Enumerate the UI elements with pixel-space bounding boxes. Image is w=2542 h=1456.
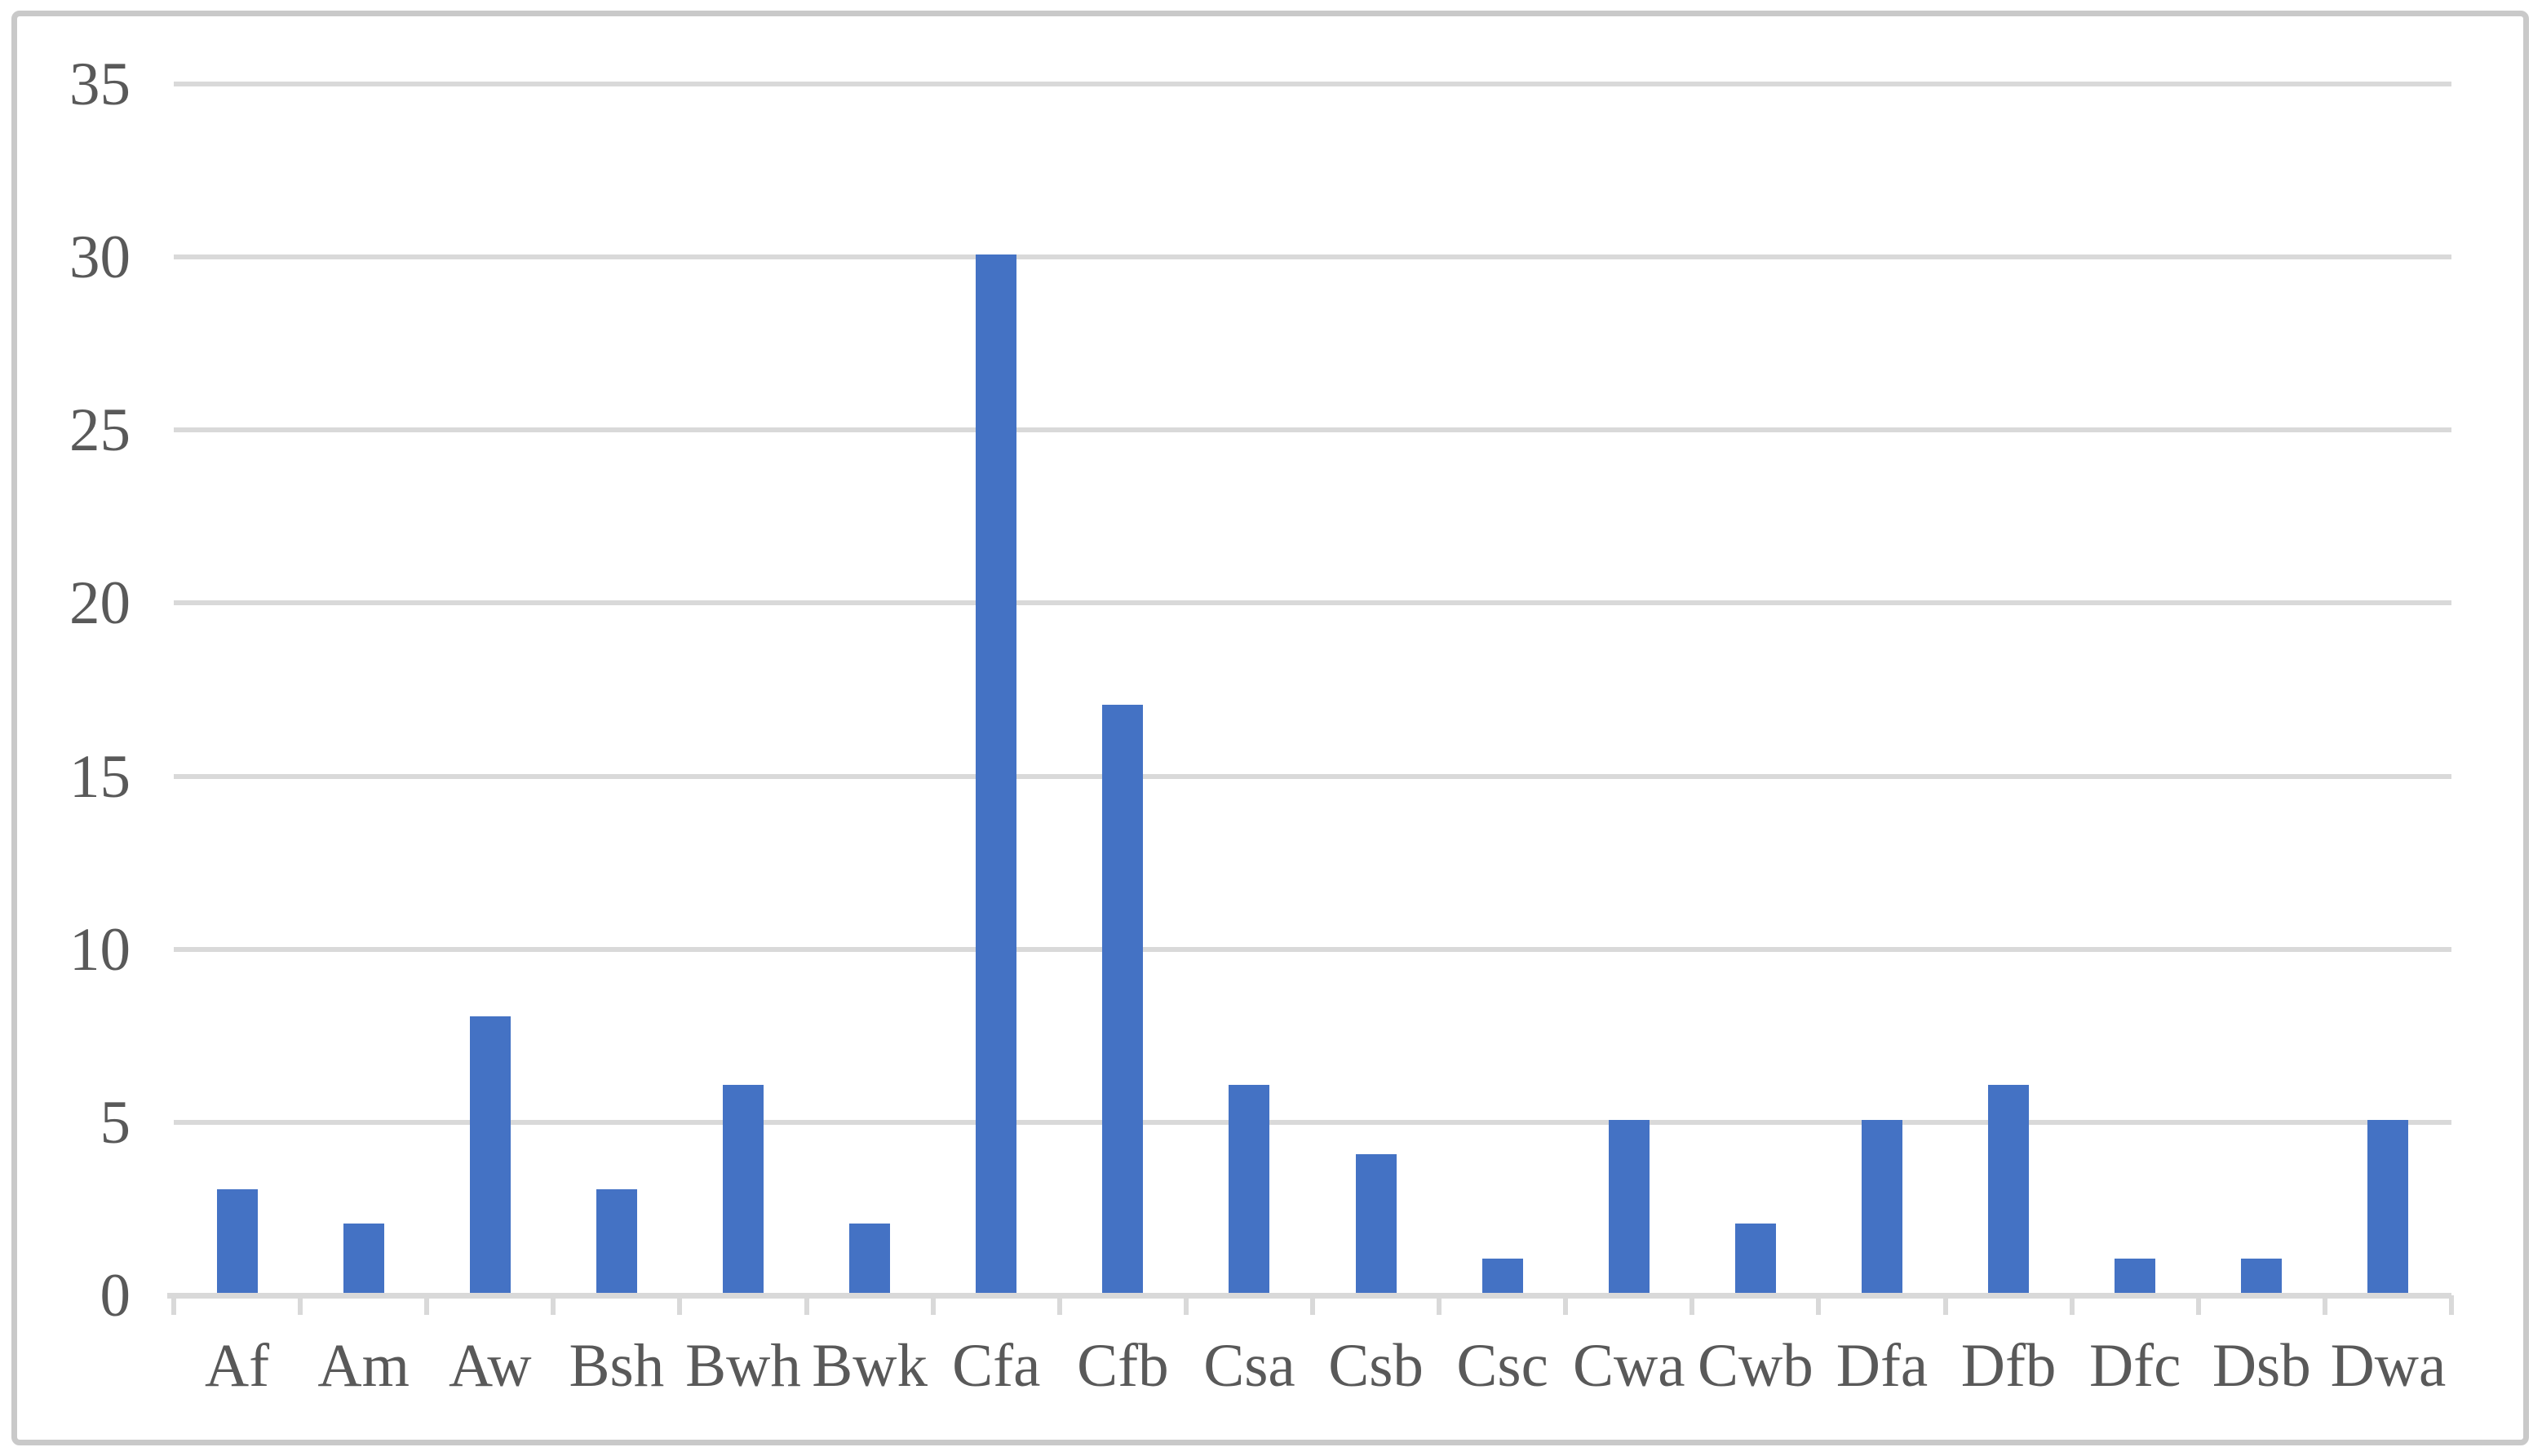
bar-Bwk [849, 1224, 891, 1293]
x-axis-category-label: Dfa [1836, 1332, 1929, 1400]
gridline [174, 81, 2451, 86]
bar-Cwa [1608, 1119, 1650, 1293]
bar-Csc [1481, 1258, 1523, 1293]
bar-Cfa [976, 254, 1017, 1293]
x-axis-category-label: Aw [449, 1332, 532, 1400]
bar-Aw [469, 1016, 511, 1293]
y-axis-tick-label: 5 [100, 1088, 131, 1157]
x-axis-tick [2322, 1295, 2327, 1315]
x-axis-tick [804, 1295, 809, 1315]
x-axis-tick [1942, 1295, 1948, 1315]
x-axis-tick [551, 1295, 556, 1315]
x-axis-tick [424, 1295, 430, 1315]
x-axis-category-label: Cfa [952, 1332, 1041, 1400]
x-axis-category-label: Dfb [1960, 1332, 2057, 1400]
bar-Dwa [2367, 1119, 2409, 1293]
x-axis-tick [930, 1295, 936, 1315]
x-axis-tick [171, 1295, 176, 1315]
x-axis-category-label: Af [204, 1332, 270, 1400]
x-axis-tick [1183, 1295, 1189, 1315]
bar-Dfa [1862, 1119, 1902, 1293]
x-axis-tick [2069, 1295, 2075, 1315]
x-axis-tick [1437, 1295, 1442, 1315]
bar-Csa [1229, 1085, 1270, 1293]
x-axis-tick [677, 1295, 683, 1315]
x-axis-category-label: Cfb [1077, 1332, 1169, 1400]
x-axis-category-label: Am [317, 1332, 410, 1400]
bar-Af [216, 1188, 258, 1293]
x-axis-category-label: Dfc [2089, 1332, 2181, 1400]
gridline [174, 946, 2451, 952]
y-axis-tick-label: 10 [69, 915, 131, 984]
y-axis-tick-label: 25 [69, 396, 131, 465]
gridline [174, 600, 2451, 606]
x-axis-tick [1816, 1295, 1822, 1315]
bar-Bwh [723, 1085, 764, 1293]
x-axis-category-label: Bsh [569, 1332, 665, 1400]
x-axis-tick [1310, 1295, 1315, 1315]
y-axis-tick-label: 0 [100, 1262, 131, 1330]
x-axis-category-label: Dsb [2212, 1332, 2311, 1400]
bar-Bsh [596, 1188, 637, 1293]
gridline [174, 773, 2451, 779]
x-axis-tick [1056, 1295, 1062, 1315]
gridline [174, 1119, 2451, 1125]
chart-frame-border [11, 11, 2529, 1445]
gridline [174, 254, 2451, 260]
x-axis-category-label: Cwa [1573, 1332, 1685, 1400]
x-axis-category-label: Csa [1203, 1332, 1295, 1400]
x-axis-category-label: Csc [1456, 1332, 1548, 1400]
y-axis-tick-label: 20 [69, 569, 131, 638]
bar-Cfb [1102, 704, 1144, 1293]
bar-Csb [1355, 1154, 1397, 1293]
y-axis-tick-label: 15 [69, 742, 131, 811]
x-axis-category-label: Dwa [2330, 1332, 2447, 1400]
bar-Cwb [1734, 1224, 1776, 1293]
gridline [174, 427, 2451, 433]
x-axis-line [167, 1293, 2451, 1299]
x-axis-tick [2449, 1295, 2454, 1315]
y-axis-tick-label: 30 [69, 223, 131, 292]
x-axis-category-label: Cwb [1698, 1332, 1814, 1400]
x-axis-tick [1563, 1295, 1569, 1315]
x-axis-category-label: Bwk [812, 1332, 928, 1400]
bar-Dfc [2115, 1258, 2156, 1293]
x-axis-tick [1690, 1295, 1695, 1315]
x-axis-tick [298, 1295, 303, 1315]
bar-Am [343, 1224, 384, 1293]
y-axis-tick-label: 35 [69, 50, 131, 118]
bar-Dsb [2241, 1258, 2283, 1293]
x-axis-category-label: Bwh [685, 1332, 801, 1400]
bar-Dfb [1988, 1085, 2030, 1293]
x-axis-category-label: Csb [1328, 1332, 1424, 1400]
x-axis-tick [2195, 1295, 2201, 1315]
